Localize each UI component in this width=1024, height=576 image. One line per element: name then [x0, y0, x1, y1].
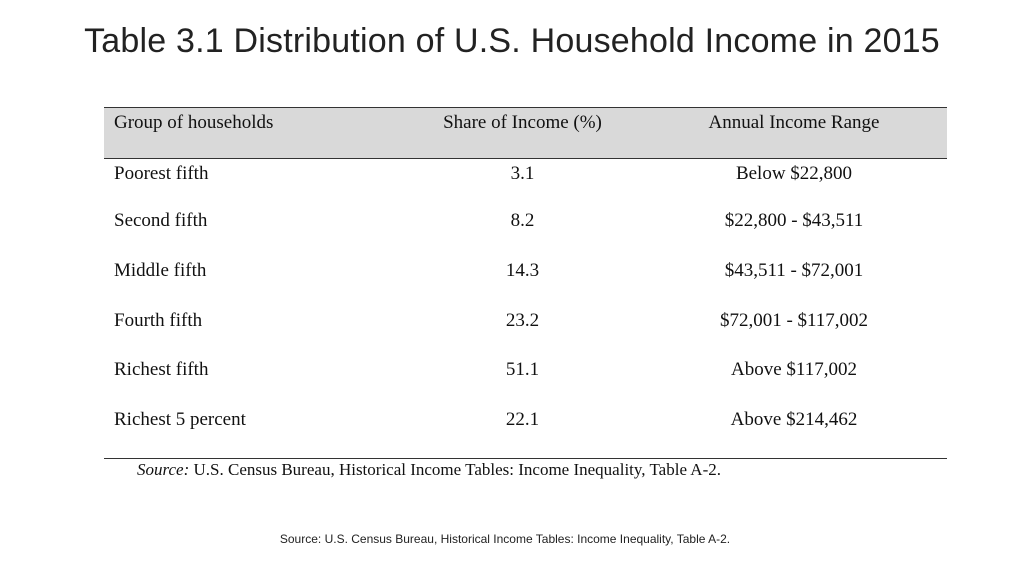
- cell-range: Below $22,800: [735, 163, 853, 184]
- table-row: Second fifth 8.2 $22,800 - $43,511: [104, 208, 947, 258]
- header-group-of-households: Group of households: [104, 107, 404, 159]
- cell-share: 8.2: [510, 210, 535, 232]
- table-row: Richest 5 percent 22.1 Above $214,462: [104, 406, 947, 460]
- income-table-figure: Group of households Share of Income (%) …: [104, 107, 947, 482]
- cell-range: $43,511 - $72,001: [724, 259, 864, 281]
- cell-share: 51.1: [505, 359, 540, 381]
- cell-group: Poorest fifth: [114, 163, 209, 184]
- table-row: Fourth fifth 23.2 $72,001 - $117,002: [104, 308, 947, 358]
- cell-range: $22,800 - $43,511: [724, 210, 864, 232]
- table-row: Middle fifth 14.3 $43,511 - $72,001: [104, 258, 947, 308]
- footer-source-caption: Source: U.S. Census Bureau, Historical I…: [279, 532, 731, 546]
- cell-share: 14.3: [505, 259, 540, 281]
- cell-range: Above $214,462: [641, 406, 947, 460]
- income-distribution-table: Group of households Share of Income (%) …: [104, 107, 947, 460]
- table-row: Poorest fifth 3.1 Below $22,800: [104, 159, 947, 209]
- cell-share: 22.1: [404, 406, 641, 460]
- table-source-text: U.S. Census Bureau, Historical Income Ta…: [189, 460, 722, 479]
- table-source-note: Source: U.S. Census Bureau, Historical I…: [137, 460, 721, 480]
- cell-group: Middle fifth: [114, 259, 207, 281]
- table-source-label: Source:: [137, 460, 190, 479]
- cell-group: Richest 5 percent: [104, 406, 404, 460]
- table-row: Richest fifth 51.1 Above $117,002: [104, 357, 947, 407]
- table-header-row: Group of households Share of Income (%) …: [104, 107, 947, 159]
- cell-range: Above $117,002: [731, 359, 857, 381]
- cell-group: Second fifth: [114, 210, 208, 232]
- cell-share: 3.1: [510, 163, 535, 184]
- slide-title: Table 3.1 Distribution of U.S. Household…: [84, 22, 940, 60]
- cell-range: $72,001 - $117,002: [719, 309, 869, 331]
- header-annual-income-range: Annual Income Range: [641, 107, 947, 159]
- cell-share: 23.2: [505, 309, 540, 331]
- cell-group: Richest fifth: [114, 359, 209, 381]
- cell-group: Fourth fifth: [114, 309, 203, 331]
- header-share-of-income: Share of Income (%): [404, 107, 641, 159]
